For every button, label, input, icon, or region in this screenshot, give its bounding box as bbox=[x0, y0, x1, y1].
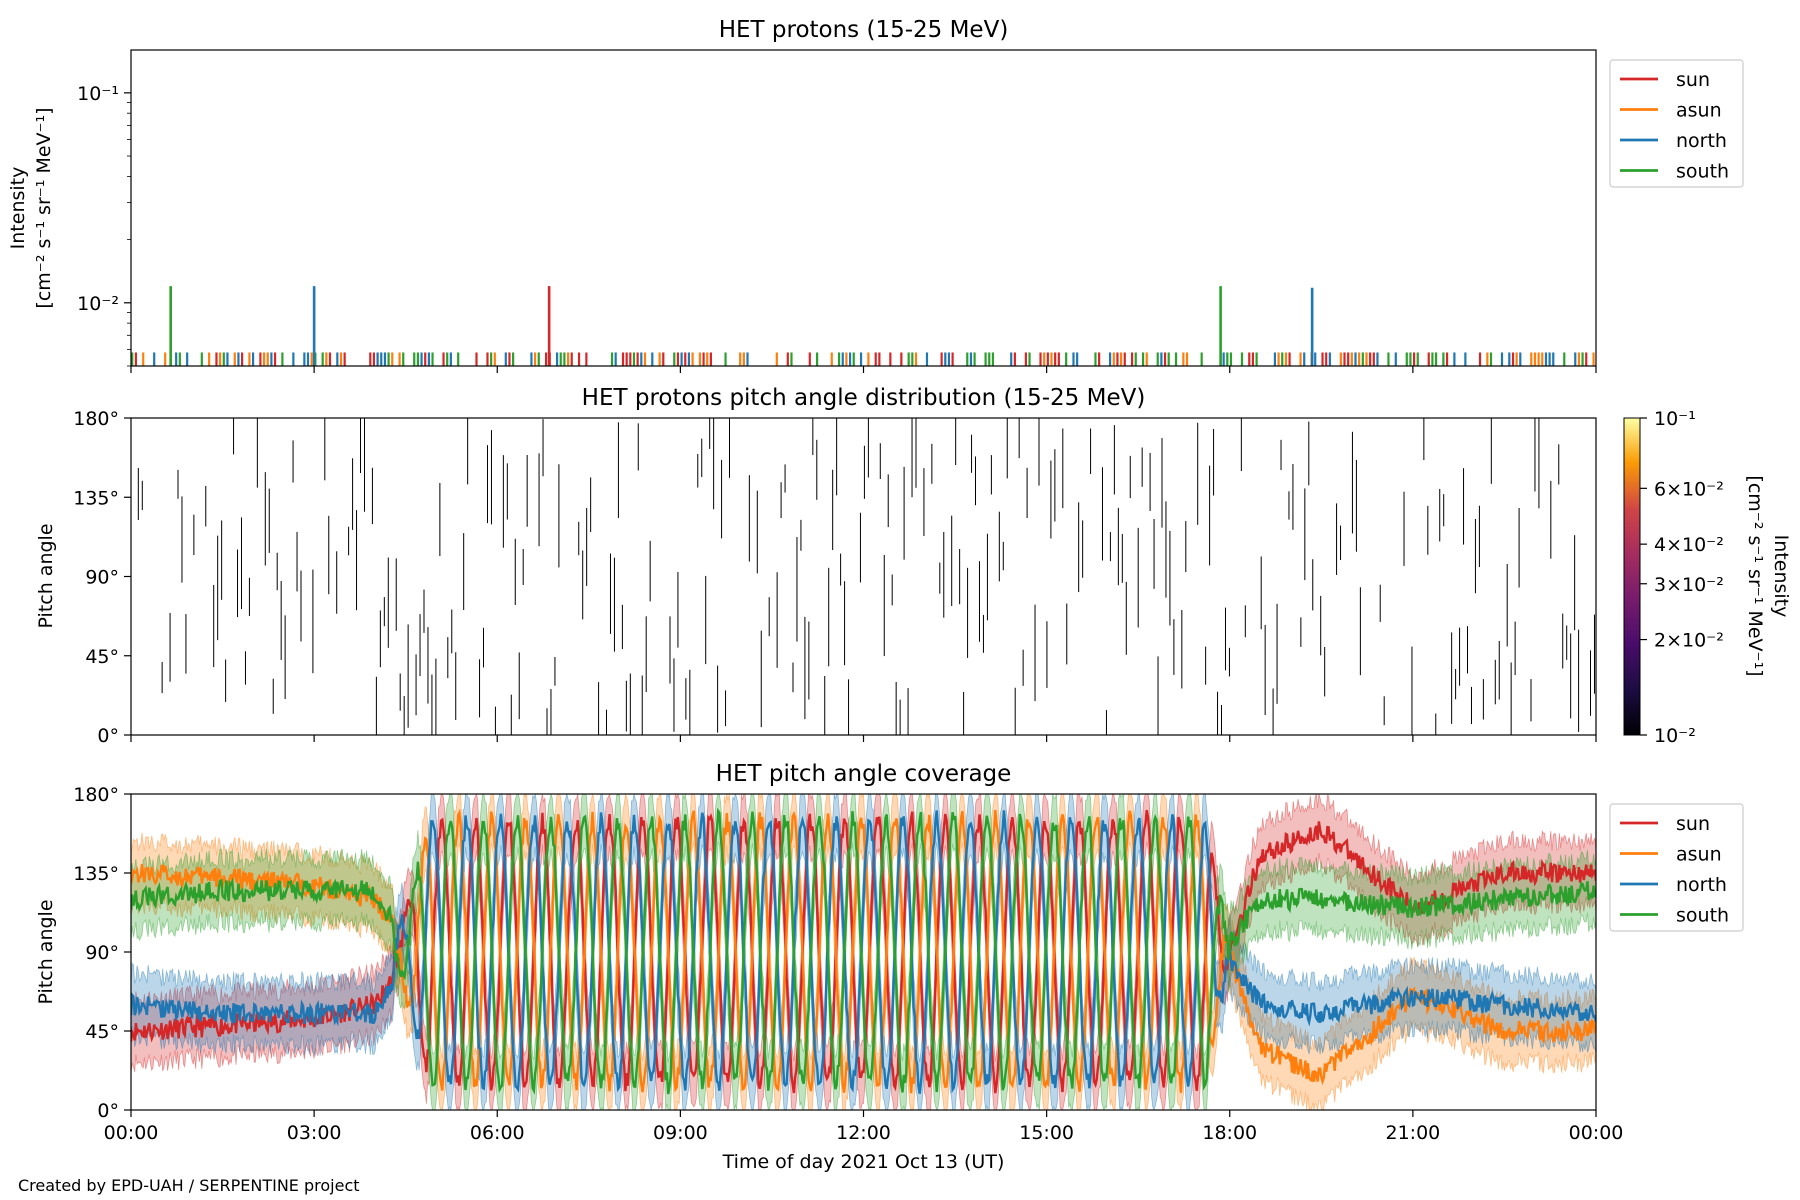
colorbar-tick-label: 10⁻² bbox=[1654, 725, 1696, 747]
pitch-distribution-ylabel: Pitch angle bbox=[35, 523, 57, 628]
y-tick-label: 45° bbox=[85, 646, 119, 668]
y-tick-label: 0° bbox=[97, 1100, 119, 1122]
x-tick-label: 15:00 bbox=[1019, 1122, 1074, 1144]
coverage-ylabel: Pitch angle bbox=[35, 899, 57, 1004]
coverage-line-south bbox=[131, 807, 1596, 1095]
pitch-distribution-panel: HET protons pitch angle distribution (15… bbox=[35, 385, 1792, 747]
x-tick-label: 21:00 bbox=[1385, 1122, 1440, 1144]
coverage-legend: sun asun north south bbox=[1609, 803, 1744, 932]
coverage-x-axis: 00:00 03:00 06:00 09:00 12:00 15:00 18:00 21:00… bbox=[104, 1110, 1624, 1144]
coverage-y-axis: 0° 45° 90° 135° 180° bbox=[73, 784, 131, 1122]
y-tick-label: 135° bbox=[73, 487, 119, 509]
x-tick-label: 09:00 bbox=[653, 1122, 708, 1144]
colorbar-ticks: 10⁻² 2×10⁻² 3×10⁻² 4×10⁻² 6×10⁻² 10⁻¹ bbox=[1640, 408, 1724, 747]
legend-box bbox=[1609, 59, 1744, 188]
pitch-distribution-frame bbox=[130, 417, 1597, 736]
legend-label-asun: asun bbox=[1676, 100, 1722, 122]
y-tick-label: 0° bbox=[97, 725, 119, 747]
colorbar-tick-label: 3×10⁻² bbox=[1654, 574, 1724, 596]
coverage-line-north bbox=[131, 810, 1596, 1094]
y-tick-label: 135° bbox=[73, 863, 119, 885]
legend-label-north: north bbox=[1676, 874, 1727, 896]
y-tick-label: 180° bbox=[73, 784, 119, 806]
x-tick-label: 12:00 bbox=[836, 1122, 891, 1144]
pitch-distribution-y-axis: 0° 45° 90° 135° 180° bbox=[73, 408, 131, 747]
y-tick-label: 10⁻¹ bbox=[77, 83, 119, 105]
colorbar-tick-label: 4×10⁻² bbox=[1654, 534, 1724, 556]
intensity-legend: sun asun north south bbox=[1609, 59, 1744, 188]
legend-box bbox=[1609, 803, 1744, 932]
legend-label-asun: asun bbox=[1676, 844, 1722, 866]
colorbar-tick-label: 6×10⁻² bbox=[1654, 478, 1724, 500]
intensity-panel-frame bbox=[130, 49, 1597, 367]
intensity-x-ticks bbox=[130, 366, 1597, 373]
credit-footer: Created by EPD-UAH / SERPENTINE project bbox=[18, 1176, 360, 1195]
pitch-distribution-marks bbox=[137, 418, 1595, 735]
colorbar-tick-label: 10⁻¹ bbox=[1654, 408, 1696, 430]
coverage-panel: HET pitch angle coverage 0° 45° 90° 135° 180… bbox=[35, 761, 1744, 1173]
y-tick-label: 10⁻² bbox=[77, 293, 119, 315]
intensity-ylabel-line1: Intensity bbox=[7, 167, 29, 250]
y-tick-label: 90° bbox=[85, 942, 119, 964]
x-tick-label: 06:00 bbox=[470, 1122, 525, 1144]
x-tick-label: 00:00 bbox=[1569, 1122, 1624, 1144]
coverage-xlabel: Time of day 2021 Oct 13 (UT) bbox=[722, 1151, 1005, 1173]
coverage-title: HET pitch angle coverage bbox=[716, 761, 1012, 787]
intensity-panel: HET protons (15-25 MeV) 10⁻² 10⁻¹ Intensi… bbox=[7, 17, 1744, 373]
pitch-distribution-title: HET protons pitch angle distribution (15… bbox=[582, 385, 1146, 411]
legend-label-sun: sun bbox=[1676, 813, 1710, 835]
legend-label-sun: sun bbox=[1676, 69, 1710, 91]
y-tick-label: 45° bbox=[85, 1021, 119, 1043]
colorbar-tick-label: 2×10⁻² bbox=[1654, 630, 1724, 652]
colorbar-label-line2: [cm⁻² s⁻¹ sr⁻¹ MeV⁻¹] bbox=[1744, 475, 1766, 676]
x-tick-label: 00:00 bbox=[104, 1122, 159, 1144]
colorbar-label-line1: Intensity bbox=[1770, 535, 1792, 618]
y-tick-label: 180° bbox=[73, 408, 119, 430]
x-tick-label: 03:00 bbox=[287, 1122, 342, 1144]
legend-label-north: north bbox=[1676, 130, 1727, 152]
y-tick-label: 90° bbox=[85, 567, 119, 589]
legend-label-south: south bbox=[1676, 905, 1729, 927]
x-tick-label: 18:00 bbox=[1202, 1122, 1257, 1144]
intensity-ylabel-line2: [cm⁻² s⁻¹ sr⁻¹ MeV⁻¹] bbox=[33, 107, 55, 308]
intensity-panel-title: HET protons (15-25 MeV) bbox=[719, 17, 1009, 43]
legend-label-south: south bbox=[1676, 161, 1729, 183]
coverage-lines bbox=[131, 807, 1596, 1095]
intensity-y-axis: 10⁻² 10⁻¹ bbox=[77, 83, 131, 367]
intensity-series-group bbox=[131, 286, 1595, 366]
pitch-distribution-x-ticks bbox=[130, 735, 1597, 742]
colorbar bbox=[1623, 417, 1641, 736]
